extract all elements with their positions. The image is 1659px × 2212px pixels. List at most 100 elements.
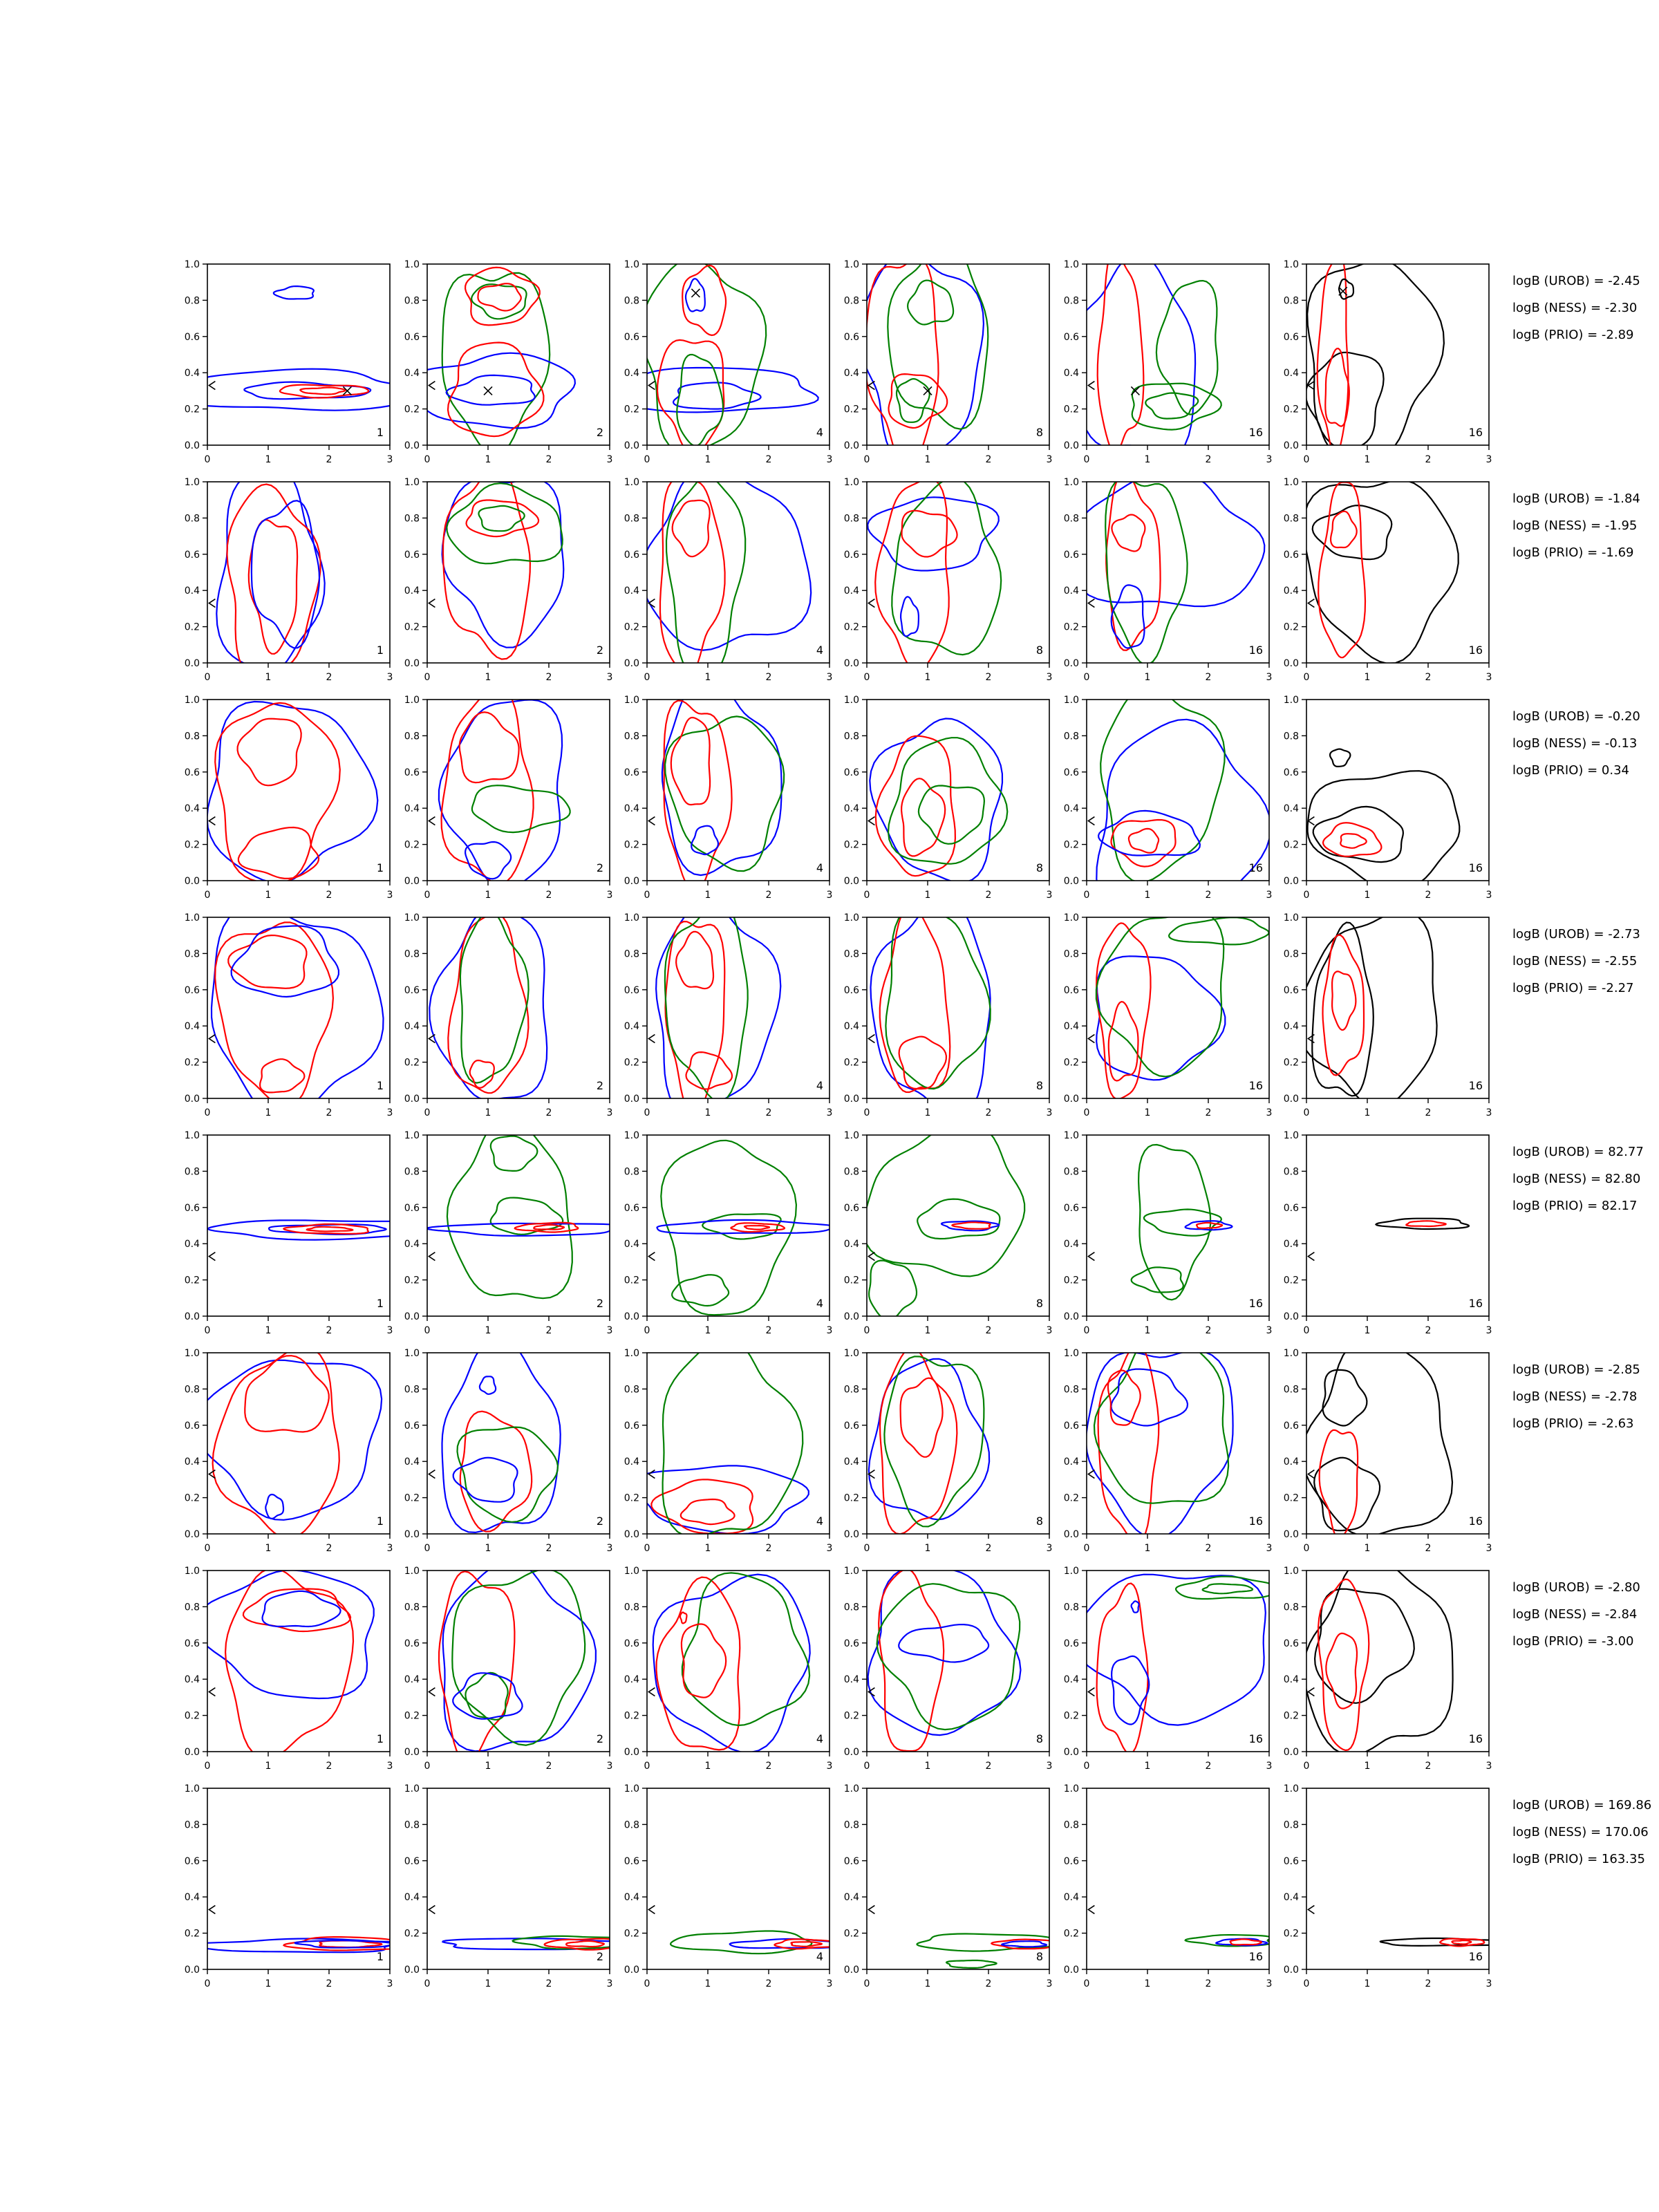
contour-group: [1087, 264, 1222, 445]
reference-marker: [427, 816, 435, 826]
panel-grid: 0 1 2 30.00.20.40.60.81.010 1 2 30.00.20.40.60…: [185, 259, 1492, 1989]
contour-blue: [655, 917, 782, 1098]
contour-black: [1311, 504, 1393, 561]
contour-red: [682, 264, 727, 337]
panel-r7-c3: 0 1 2 3 0.0 0.2 0.4 0.6 0.8 1.0 4: [624, 1566, 833, 1772]
x-tick-label: 3: [1047, 1978, 1053, 1989]
x-tick-label: 1: [705, 1543, 711, 1554]
x-tick-label: 2: [766, 890, 772, 901]
contour-blue: [452, 1456, 518, 1503]
contour-red: [743, 1225, 771, 1230]
contour-red: [458, 711, 520, 784]
contour-red: [1318, 1429, 1359, 1534]
contour-red: [447, 917, 529, 1094]
y-tick-label: 0.8: [844, 1166, 859, 1177]
contour-group: [438, 700, 571, 881]
contour-green: [945, 1959, 997, 1969]
y-tick-label: 0.4: [1284, 1239, 1299, 1250]
contour-red: [543, 1938, 610, 1951]
bayes-prio-row-5: logB (PRIO) = 82.17: [1512, 1199, 1637, 1213]
reference-marker: [867, 1251, 875, 1262]
panel-number-label: 16: [1249, 1732, 1263, 1745]
x-tick-label: 0: [1304, 1543, 1310, 1554]
contour-group: [427, 1135, 610, 1300]
y-tick-label: 0.6: [404, 1203, 420, 1214]
x-tick-label: 0: [1084, 672, 1090, 683]
contour-green: [465, 1671, 509, 1721]
contour-group: [870, 917, 991, 1098]
y-tick-label: 0.0: [624, 1965, 639, 1976]
x-tick-label: 0: [424, 890, 431, 901]
y-tick-label: 0.0: [1284, 1311, 1299, 1322]
y-tick-label: 0.2: [1284, 840, 1299, 851]
y-tick-label: 0.8: [1064, 948, 1079, 959]
bayes-urob-row-3: logB (UROB) = -0.20: [1512, 709, 1640, 724]
y-tick-label: 0.6: [404, 1856, 420, 1867]
x-tick-label: 2: [546, 1325, 552, 1336]
contour-group: [429, 917, 548, 1098]
contour-red: [459, 1410, 533, 1533]
x-tick-label: 0: [644, 1761, 650, 1772]
y-tick-label: 0.8: [1284, 1384, 1299, 1395]
contour-blue: [868, 1358, 991, 1521]
bayes-urob-row-5: logB (UROB) = 82.77: [1512, 1145, 1644, 1159]
panel-frame: [646, 481, 830, 664]
contour-red: [774, 1938, 830, 1950]
contour-red: [671, 499, 711, 558]
x-tick-label: 3: [1486, 1325, 1492, 1336]
y-tick-label: 1.0: [404, 1348, 420, 1359]
panel-r8-c1: 0 1 2 3 0.0 0.2 0.4 0.6 0.8 1.0 1: [185, 1783, 393, 1989]
x-tick-label: 0: [205, 890, 211, 901]
y-tick-label: 0.0: [185, 440, 200, 451]
contour-green: [1093, 1353, 1230, 1504]
x-tick-label: 2: [1206, 1761, 1212, 1772]
y-tick-label: 0.2: [1064, 1493, 1079, 1504]
y-tick-label: 0.6: [185, 1856, 200, 1867]
contour-group: [1306, 1571, 1454, 1752]
y-tick-label: 0.8: [1064, 295, 1079, 306]
contour-blue: [867, 1571, 1022, 1736]
contour-group: [1379, 1937, 1489, 1947]
y-tick-label: 0.4: [624, 1456, 639, 1468]
y-tick-label: 0.2: [404, 1275, 420, 1286]
x-tick-label: 2: [326, 890, 332, 901]
reference-marker: [867, 816, 875, 826]
x-tick-label: 0: [205, 1543, 211, 1554]
x-tick-label: 0: [205, 1761, 211, 1772]
y-tick-label: 0.0: [844, 1094, 859, 1105]
y-tick-label: 0.8: [1064, 513, 1079, 524]
bayes-urob-row-1: logB (UROB) = -2.45: [1512, 274, 1640, 288]
y-tick-label: 0.2: [844, 404, 859, 415]
contour-red: [447, 341, 545, 438]
contour-group: [867, 482, 1002, 663]
y-tick-label: 1.0: [1284, 1783, 1299, 1794]
panel-number-label: 8: [1036, 644, 1043, 657]
x-tick-label: 2: [766, 1325, 772, 1336]
y-tick-label: 1.0: [185, 1130, 200, 1141]
y-tick-label: 0.6: [404, 550, 420, 561]
contour-blue: [1000, 1940, 1048, 1948]
reference-marker: [427, 1904, 435, 1915]
reference-marker: [1306, 1033, 1315, 1044]
x-tick-label: 3: [827, 1978, 833, 1989]
y-tick-label: 0.4: [624, 1021, 639, 1032]
y-tick-label: 0.6: [185, 767, 200, 778]
x-tick-label: 2: [1425, 890, 1432, 901]
panel-number-label: 4: [816, 861, 823, 874]
y-tick-label: 0.2: [404, 840, 420, 851]
contour-green: [883, 1356, 985, 1528]
x-tick-label: 1: [705, 454, 711, 465]
y-tick-label: 1.0: [1284, 1348, 1299, 1359]
panel-r6-c5: 0 1 2 3 0.0 0.2 0.4 0.6 0.8 1.0 16: [1064, 1348, 1273, 1554]
y-tick-label: 0.2: [1284, 404, 1299, 415]
contour-group: [207, 285, 390, 411]
contour-red: [236, 718, 302, 787]
x-tick-label: 1: [1365, 672, 1371, 683]
y-tick-label: 0.2: [844, 840, 859, 851]
contour-group: [441, 1353, 561, 1534]
panel-number-label: 8: [1036, 1732, 1043, 1745]
y-tick-label: 0.8: [185, 1166, 200, 1177]
x-tick-label: 2: [546, 1978, 552, 1989]
contour-red: [1324, 347, 1350, 427]
x-tick-label: 1: [1365, 1543, 1371, 1554]
